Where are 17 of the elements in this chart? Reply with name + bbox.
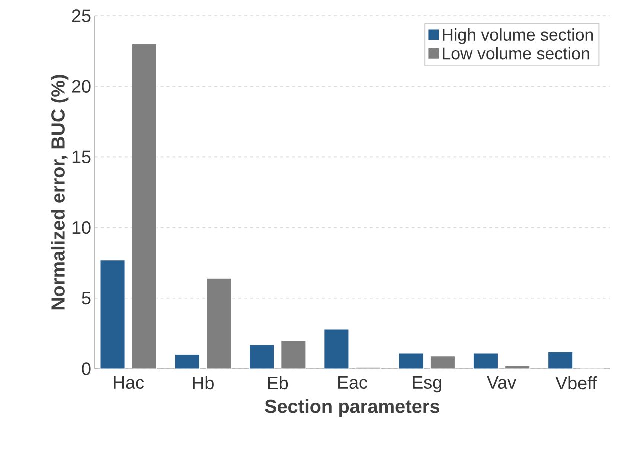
x-tick-label: Hac	[114, 376, 144, 390]
legend-label: High volume section	[443, 28, 594, 44]
y-tick-label: 10	[72, 221, 91, 234]
x-tick-label: Eb	[268, 376, 288, 390]
x-tick-label: Hb	[193, 376, 214, 390]
x-tick-label: Eac	[338, 376, 368, 390]
x-tick-label: Vbeff	[556, 376, 598, 390]
y-tick-label: 5	[82, 292, 91, 305]
y-tick-label: 20	[72, 80, 91, 93]
legend-label: Low volume section	[443, 47, 590, 60]
y-axis-title: Normalized error, BUC (%)	[51, 75, 69, 310]
y-tick-label: 15	[72, 150, 91, 164]
x-axis-title: Section parameters	[265, 399, 440, 418]
x-tick-label: Vav	[487, 376, 516, 390]
y-tick-label: 25	[72, 10, 91, 22]
y-tick-label: 0	[82, 362, 91, 376]
x-tick-label: Esg	[413, 376, 442, 393]
